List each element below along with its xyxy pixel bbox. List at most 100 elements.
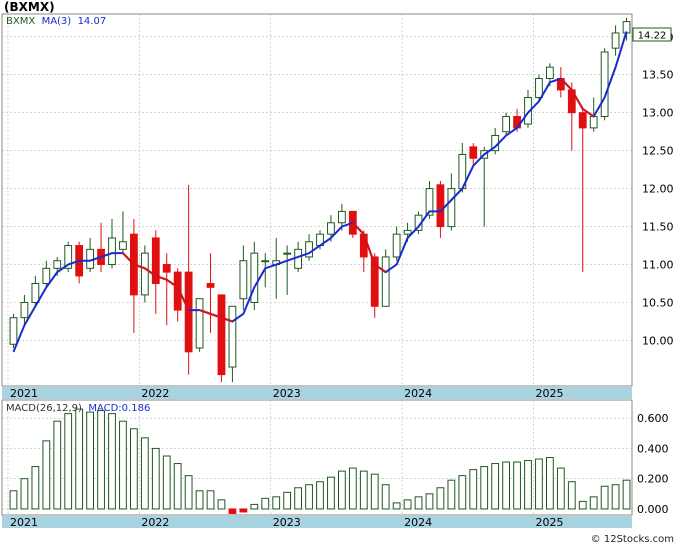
- ma3-down-segment: [560, 77, 573, 91]
- candle-body: [42, 267, 51, 285]
- macd-bar: [217, 499, 226, 510]
- macd-bar: [447, 479, 456, 510]
- macd-x-tick-label: 2022: [141, 516, 169, 529]
- candle-body: [173, 271, 182, 311]
- price-tick-label: 11.00: [642, 259, 674, 272]
- macd-x-tick-label: 2023: [273, 516, 301, 529]
- ma3-down-segment: [133, 263, 146, 270]
- macd-bar: [195, 490, 204, 510]
- macd-bar: [239, 508, 248, 513]
- candle-body: [578, 112, 587, 129]
- ma3-line: [12, 31, 628, 353]
- price-tick-label: 12.00: [642, 183, 674, 196]
- macd-legend: MACD(26,12,9) MACD:0.186: [6, 403, 150, 414]
- candle-body: [162, 264, 171, 273]
- candle-body: [184, 271, 193, 353]
- price-x-tick-label: 2021: [10, 387, 38, 400]
- candle-body: [611, 32, 620, 49]
- macd-bar: [140, 437, 149, 510]
- macd-bar: [436, 487, 445, 510]
- macd-bar: [502, 461, 510, 510]
- macd-bar: [31, 466, 40, 510]
- ma3-down-segment: [144, 267, 157, 277]
- price-x-axis: 2021 2022 2023 2024 2025: [10, 387, 563, 400]
- macd-tick-label: 0.000: [637, 503, 669, 516]
- ma3-down-segment: [122, 252, 135, 266]
- price-tick-label: 10.00: [642, 334, 674, 347]
- macd-bar: [162, 455, 171, 510]
- macd-bar: [173, 463, 182, 510]
- candle-body: [86, 248, 94, 269]
- candle-body: [524, 97, 532, 125]
- macd-bar: [392, 502, 401, 510]
- candle-body: [31, 283, 40, 303]
- macd-bar: [524, 460, 532, 510]
- candle-body: [250, 252, 259, 303]
- macd-bar: [370, 473, 379, 510]
- chart-title: (BXMX): [4, 0, 55, 14]
- candle-body: [370, 256, 379, 307]
- macd-bar: [97, 410, 105, 510]
- macd-bar: [206, 490, 215, 510]
- macd-axis: 0.000 0.200 0.400 0.600: [637, 412, 669, 516]
- macd-bar: [75, 408, 84, 510]
- macd-bar: [327, 476, 335, 510]
- price-tick-label: 11.50: [642, 221, 674, 234]
- price-x-tick-label: 2022: [141, 387, 169, 400]
- macd-bar: [491, 463, 500, 510]
- price-grid: [2, 14, 632, 386]
- candle-body: [622, 21, 631, 34]
- price-tick-label: 10.50: [642, 296, 674, 309]
- ma3-down-segment: [352, 222, 365, 235]
- candle-body: [151, 237, 160, 285]
- candle-body: [294, 248, 302, 269]
- candle-body: [469, 146, 478, 159]
- macd-bar: [425, 493, 434, 510]
- macd-x-tick-label: 2021: [10, 516, 38, 529]
- price-x-tick-label: 2025: [535, 387, 563, 400]
- candle-body: [403, 229, 412, 235]
- last-price-tag: 14.22: [632, 27, 672, 42]
- candle-body: [502, 115, 510, 133]
- macd-bar: [64, 413, 73, 510]
- macd-bar: [119, 420, 127, 510]
- candle-body: [119, 241, 127, 250]
- macd-bar: [556, 467, 565, 510]
- macd-bar: [359, 470, 368, 510]
- candle-body: [425, 188, 434, 216]
- macd-bar: [589, 496, 598, 510]
- candle-body: [108, 237, 116, 266]
- macd-bar: [108, 413, 116, 510]
- macd-bar: [403, 499, 412, 510]
- ma3-down-segment: [199, 309, 211, 315]
- candle-body: [436, 184, 445, 228]
- ma3-down-segment: [570, 89, 584, 110]
- ma3-down-segment: [221, 316, 233, 323]
- macd-bar: [261, 497, 270, 510]
- macd-bar: [305, 484, 313, 510]
- macd-bar: [53, 420, 62, 510]
- candle-body: [546, 66, 554, 80]
- macd-bar: [458, 475, 467, 510]
- macd-bar: [469, 469, 478, 510]
- candle-body: [140, 252, 149, 296]
- macd-bar: [283, 491, 292, 510]
- macd-bar: [228, 508, 237, 514]
- ma3-down-segment: [210, 312, 222, 319]
- macd-bar: [600, 485, 609, 510]
- legend-macd-label: MACD(26,12,9): [6, 403, 82, 414]
- candle-body: [217, 294, 226, 376]
- candle-body: [206, 283, 215, 288]
- macd-date-band: [2, 516, 632, 528]
- price-axis: 10.00 10.50 11.00 11.50 12.00 12.50 13.00 13.50…: [642, 31, 674, 348]
- ma3-down-segment: [155, 274, 168, 281]
- macd-bar: [381, 484, 390, 510]
- macd-bar: [294, 487, 302, 510]
- macd-bar: [348, 467, 357, 510]
- candle-body: [9, 317, 18, 345]
- macd-bar: [316, 481, 324, 510]
- macd-bar: [151, 447, 160, 510]
- price-legend: BXMX MA(3) 14.07: [6, 16, 106, 27]
- legend-ma-label: MA(3): [41, 16, 72, 27]
